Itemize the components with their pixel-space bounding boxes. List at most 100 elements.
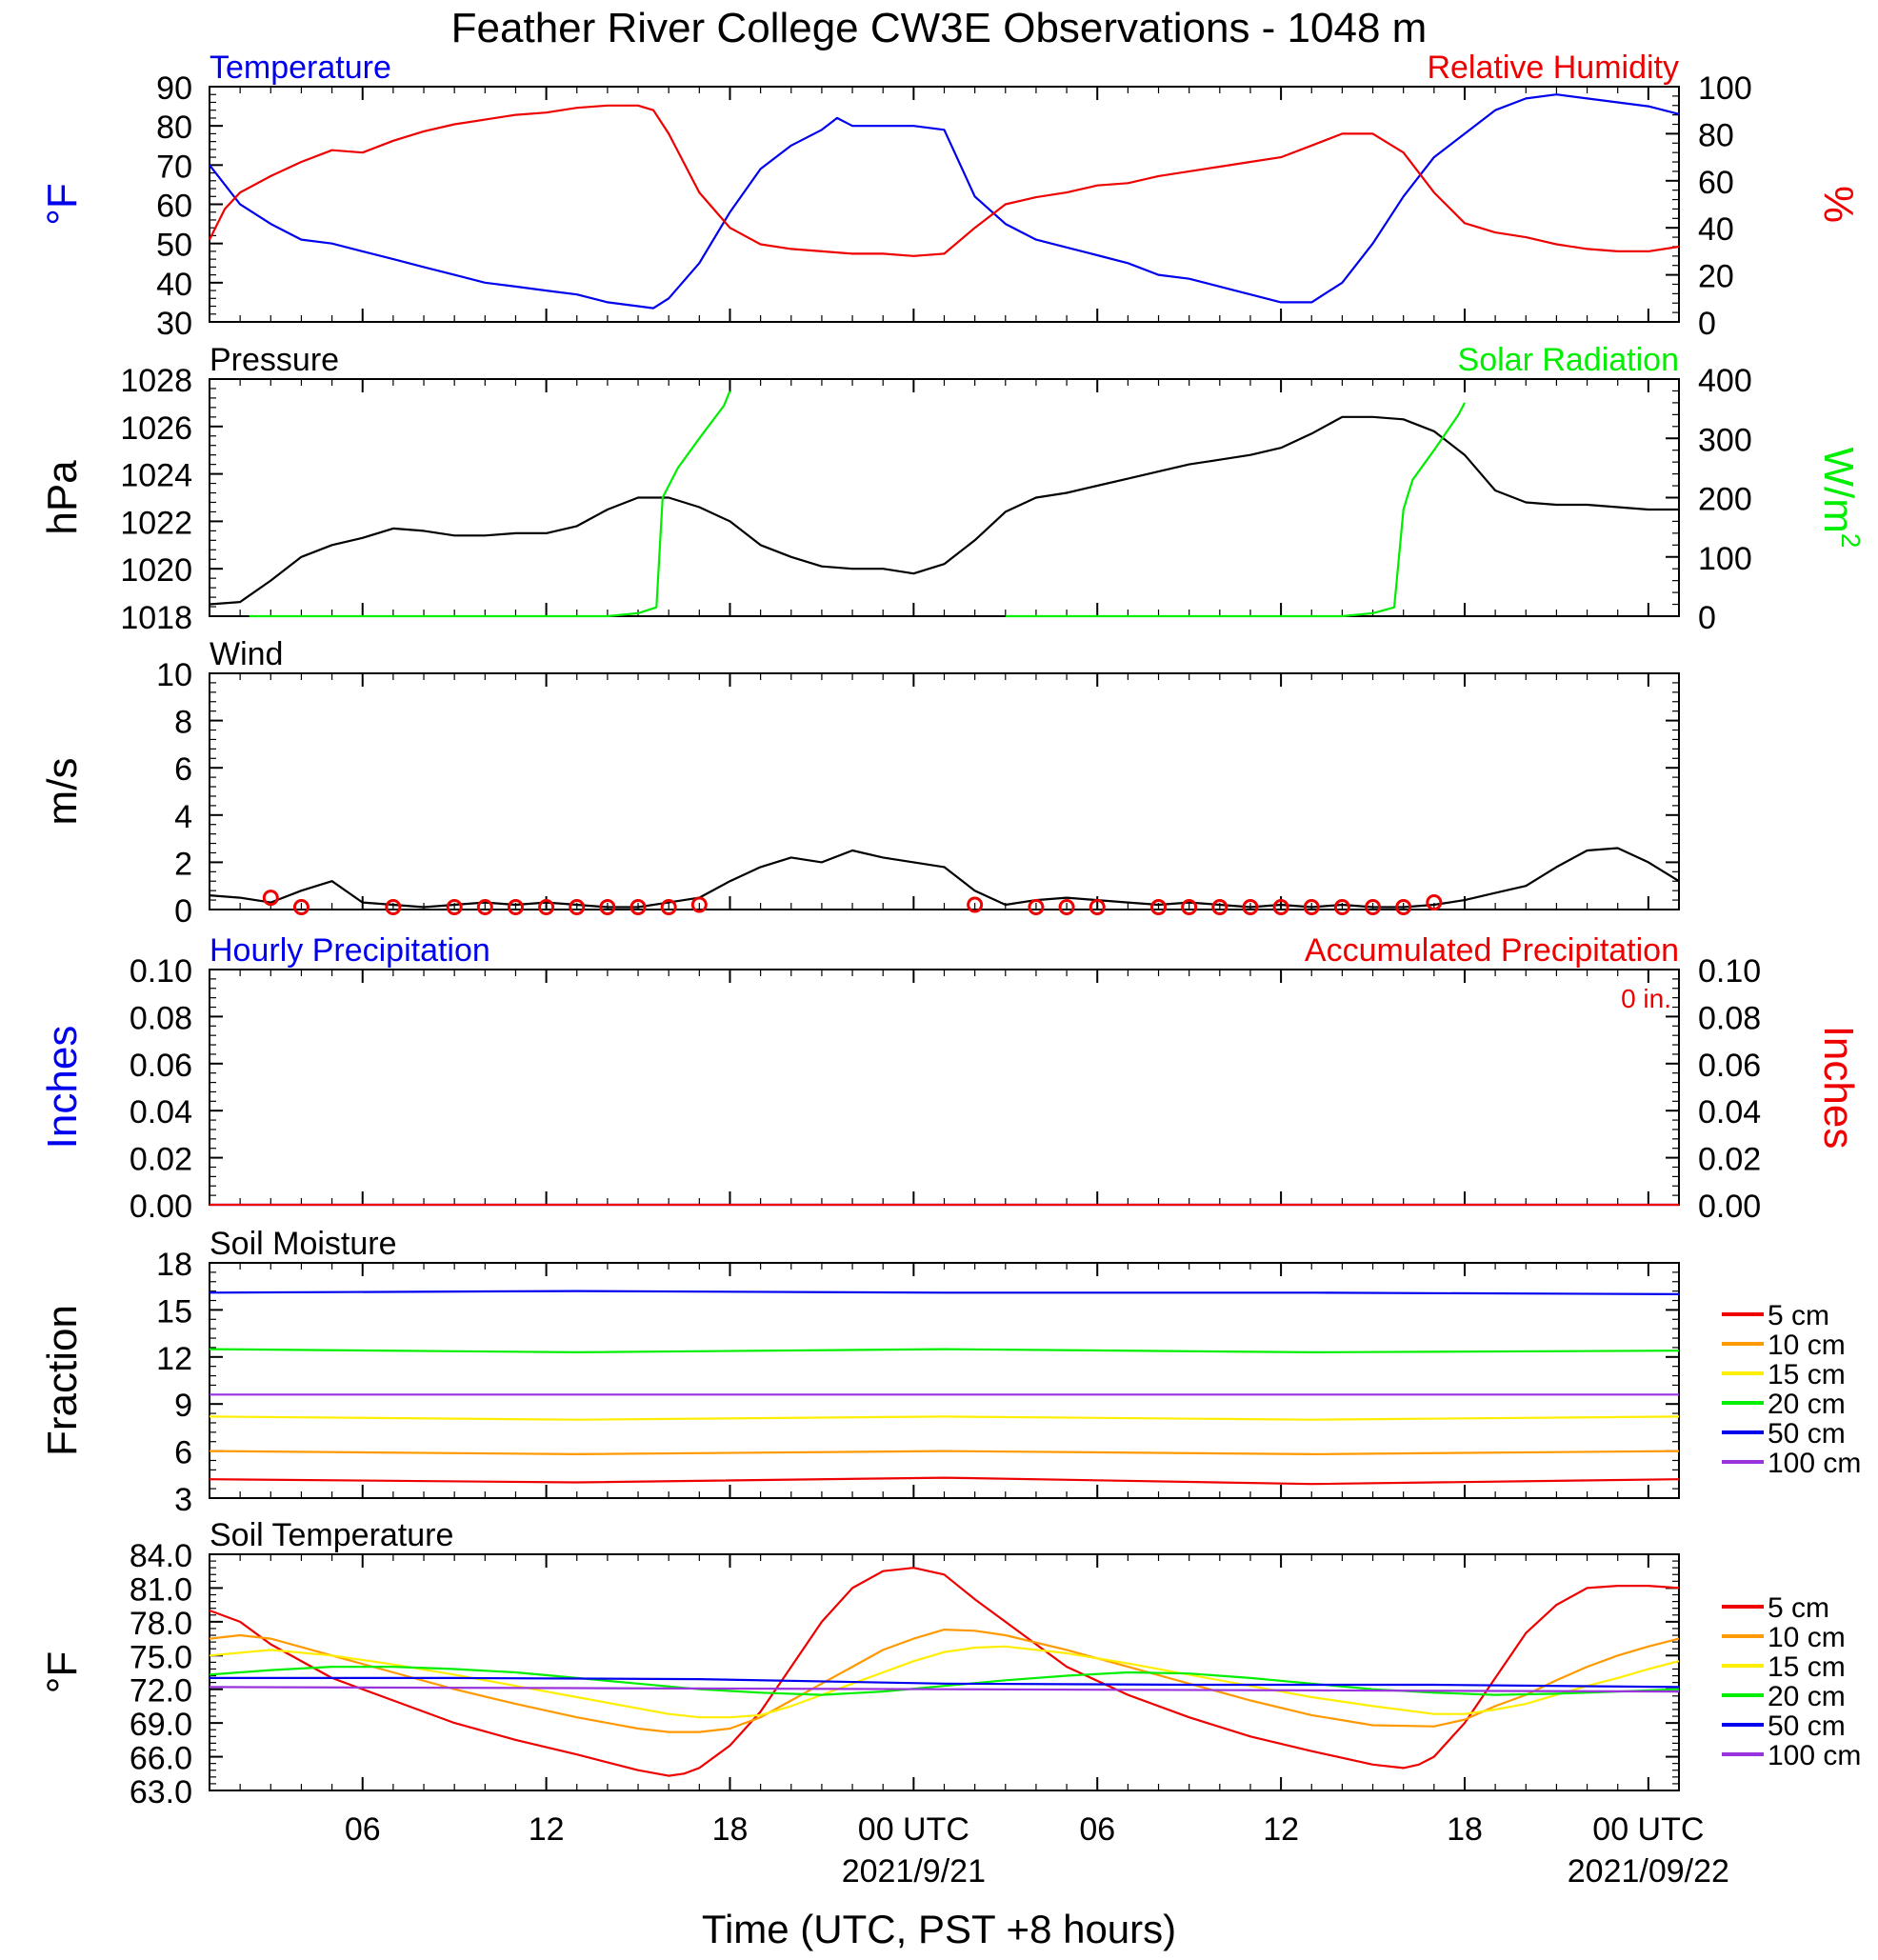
calm-marker (1333, 899, 1350, 916)
series-line-50-cm (210, 1676, 1680, 1689)
x-axis: 06 12 18 00 UTC 2021/9/21 06 12 18 00 UTC 2021/09… (345, 1811, 1729, 1890)
calm-marker (1211, 899, 1229, 916)
series-line-10-cm (209, 1450, 1680, 1456)
left-y-label: °F (39, 1651, 86, 1693)
left-tick-label: 1018 (120, 600, 192, 636)
x-tick-label: 12 (529, 1811, 565, 1848)
left-y-label: hPa (39, 460, 86, 535)
calm-marker (629, 899, 647, 916)
calm-marker (1181, 899, 1198, 916)
left-tick-label: 78.0 (130, 1606, 192, 1642)
calm-marker (599, 899, 616, 916)
left-tick-label: 8 (174, 705, 192, 741)
panel-left-title: Hourly Precipitation (210, 932, 490, 969)
panel-frame (209, 672, 1680, 910)
right-tick-label: 80 (1698, 117, 1734, 153)
legend-label: 100 cm (1768, 1448, 1861, 1479)
calm-marker (1426, 894, 1443, 911)
right-tick-label: 0.00 (1698, 1189, 1761, 1225)
left-tick-label: 6 (174, 1435, 192, 1471)
left-tick-label: 1020 (120, 552, 192, 589)
left-tick-label: 90 (156, 70, 192, 107)
series-line-wind (209, 847, 1680, 909)
x-date-label: 2021/09/22 (1568, 1853, 1729, 1890)
panel-right-title: Accumulated Precipitation (1305, 932, 1679, 969)
right-tick-label: 100 (1698, 541, 1752, 577)
legend-label: 5 cm (1768, 1300, 1829, 1331)
x-tick-label: 06 (345, 1811, 381, 1848)
series-line-solar-radiation (1005, 402, 1466, 618)
series-line-15-cm (209, 1645, 1680, 1719)
series-line-temperature (209, 93, 1680, 310)
panel-frame (209, 969, 1680, 1206)
calm-marker (1028, 899, 1045, 916)
calm-marker (690, 896, 708, 913)
x-date-label: 2021/9/21 (842, 1853, 986, 1890)
calm-marker (1089, 899, 1106, 916)
panel-left-title: Wind (210, 636, 283, 672)
left-tick-label: 3 (174, 1482, 192, 1518)
right-tick-label: 40 (1698, 211, 1734, 248)
left-tick-label: 81.0 (130, 1571, 192, 1608)
panel-right-title: Relative Humidity (1427, 50, 1679, 86)
calm-marker (1365, 899, 1382, 916)
left-tick-label: 60 (156, 189, 192, 225)
calm-marker (507, 899, 524, 916)
x-tick-label: 00 UTC (1592, 1811, 1704, 1848)
panel-left-title: Soil Moisture (210, 1226, 397, 1262)
left-tick-label: 72.0 (130, 1673, 192, 1710)
calm-marker (476, 899, 493, 916)
calm-marker (262, 890, 279, 907)
left-tick-label: 0.10 (130, 953, 192, 990)
chart-title: Feather River College CW3E Observations … (451, 5, 1428, 51)
left-tick-label: 0.08 (130, 1000, 192, 1036)
calm-marker (292, 899, 310, 916)
left-tick-label: 2 (174, 846, 192, 882)
left-tick-label: 10 (156, 657, 192, 693)
left-tick-label: 63.0 (130, 1774, 192, 1810)
right-tick-label: 300 (1698, 422, 1752, 458)
calm-marker (660, 899, 677, 916)
series-line-5-cm (209, 1476, 1680, 1486)
left-tick-label: 75.0 (130, 1639, 192, 1675)
calm-marker (538, 899, 555, 916)
left-y-label: Inches (39, 1026, 86, 1150)
right-y-label: % (1815, 186, 1862, 223)
legend-label: 20 cm (1768, 1389, 1846, 1420)
calm-marker (967, 896, 984, 913)
right-y-label: Inches (1815, 1026, 1862, 1150)
left-tick-label: 12 (156, 1341, 192, 1377)
panel-left-title: Pressure (210, 342, 339, 378)
panel-frame (209, 1262, 1680, 1499)
left-tick-label: 1022 (120, 505, 192, 541)
legend-label: 10 cm (1768, 1330, 1846, 1361)
right-y-label-sup: 2 (1836, 533, 1866, 549)
series-line-5-cm (209, 1567, 1680, 1777)
calm-marker (385, 899, 402, 916)
calm-marker (446, 899, 463, 916)
left-tick-label: 80 (156, 110, 192, 146)
x-tick-label: 18 (712, 1811, 749, 1848)
left-tick-label: 50 (156, 228, 192, 264)
calm-marker (1150, 899, 1168, 916)
series-line-solar-radiation (249, 390, 731, 618)
panel-left-title: Soil Temperature (210, 1517, 453, 1553)
series-line-15-cm (209, 1415, 1680, 1421)
series-line-pressure (209, 415, 1679, 606)
left-tick-label: 0.04 (130, 1094, 192, 1130)
legend-label: 50 cm (1768, 1710, 1846, 1742)
right-tick-label: 0 (1698, 306, 1716, 342)
left-tick-label: 0 (174, 893, 192, 930)
calm-marker (1395, 899, 1412, 916)
left-y-label: Fraction (39, 1305, 86, 1456)
series-line-10-cm (209, 1628, 1680, 1733)
series-line-50-cm (209, 1290, 1680, 1296)
legend-label: 10 cm (1768, 1622, 1846, 1653)
legend-label: 15 cm (1768, 1651, 1846, 1683)
panel-soil_temp: 63.066.069.072.075.078.081.084.0 Soil Tem… (39, 1517, 1861, 1810)
